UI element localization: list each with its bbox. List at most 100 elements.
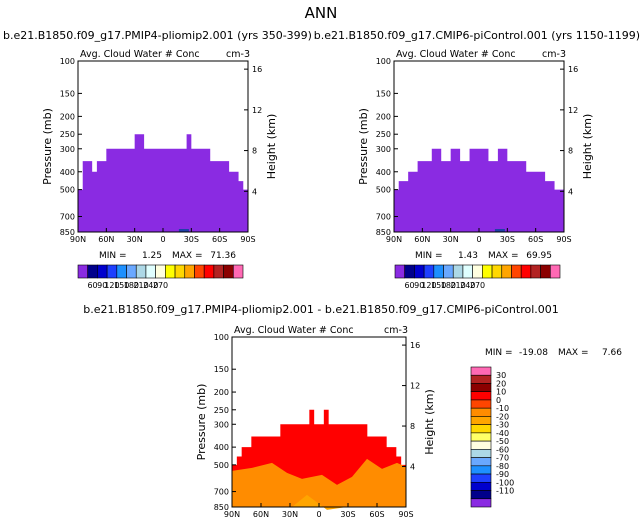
- right-ytick-label: 400: [376, 168, 391, 177]
- right-field: [394, 148, 564, 232]
- left-ytick-label: 400: [60, 168, 75, 177]
- diff-colorbar-label: -110: [496, 487, 514, 496]
- left-colorbar-box: [174, 264, 186, 279]
- right-colorbar-label: 150: [431, 281, 446, 290]
- right-plot-title: Avg. Cloud Water # Conc: [396, 49, 516, 60]
- left-colorbar-box: [77, 264, 89, 279]
- diff-colorbar-box: [470, 490, 492, 500]
- right-colorbar-box: [530, 264, 541, 279]
- diff-colorbar-box: [470, 424, 492, 434]
- right-min-value: 1.43: [458, 251, 478, 261]
- right-colorbar-label: 60: [404, 281, 414, 290]
- right-y2tick-label: 16: [568, 65, 578, 74]
- left-colorbar-label: 60: [87, 281, 97, 290]
- right-xtick-label: 60S: [528, 235, 543, 244]
- right-y2tick-label: 4: [568, 187, 573, 196]
- left-colorbar-label: 240: [143, 281, 158, 290]
- diff-y2tick-label: 8: [410, 422, 415, 431]
- left-xtick-label: 90S: [240, 235, 255, 244]
- diff-colorbar-box: [470, 407, 492, 417]
- diff-max-label: MAX =: [558, 348, 589, 358]
- right-colorbar-box: [501, 264, 512, 279]
- right-ytick-label: 250: [376, 130, 391, 139]
- right-ytick-label: 100: [376, 57, 391, 66]
- diff-colorbar-label: -40: [496, 429, 509, 438]
- diff-ytick-label: 150: [214, 365, 229, 374]
- diff-lower-region: [232, 458, 406, 507]
- diff-colorbar-label: 30: [496, 371, 506, 380]
- left-y2label: Height (km): [265, 114, 278, 180]
- diff-panel-title: b.e21.B1850.f09_g17.PMIP4-pliomip2.001 -…: [83, 303, 559, 316]
- right-xtick-label: 30N: [443, 235, 459, 244]
- right-y2tick-label: 8: [568, 147, 573, 156]
- diff-units: cm-3: [384, 325, 408, 336]
- diff-colorbar-label: 20: [496, 379, 506, 388]
- diff-colorbar-box: [470, 449, 492, 458]
- left-ylabel: Pressure (mb): [41, 108, 54, 185]
- left-colorbar-label: 120: [104, 281, 119, 290]
- left-xtick-label: 30S: [184, 235, 199, 244]
- diff-xtick-label: 90N: [224, 510, 240, 519]
- right-ylabel: Pressure (mb): [357, 108, 370, 185]
- left-y2tick-label: 16: [252, 65, 262, 74]
- right-panel: Avg. Cloud Water # Conc cm-3 100 150 200 250 3…: [357, 49, 594, 290]
- right-colorbar-box: [394, 264, 406, 279]
- diff-colorbar-label: -10: [496, 404, 509, 413]
- diff-y2label: Height (km): [423, 389, 436, 455]
- right-ytick-label: 300: [376, 145, 391, 154]
- left-min-value: 1.25: [142, 251, 162, 261]
- left-colorbar-box: [87, 264, 98, 279]
- left-ytick-label: 850: [60, 228, 75, 237]
- left-colorbar-label: 90: [97, 281, 107, 290]
- diff-colorbar-label: -30: [496, 421, 509, 430]
- diff-colorbar-box: [470, 473, 492, 483]
- diff-ytick-label: 700: [214, 488, 229, 497]
- left-colorbar-box: [126, 264, 137, 279]
- left-xtick-label: 90N: [70, 235, 86, 244]
- right-xtick-label: 60N: [414, 235, 430, 244]
- diff-xtick-label: 30S: [340, 510, 355, 519]
- right-colorbar-box: [491, 264, 503, 279]
- left-colorbar-box: [194, 264, 205, 279]
- diff-xtick-label: 30N: [282, 510, 298, 519]
- diff-colorbar-label: -50: [496, 437, 509, 446]
- right-ytick-label: 850: [376, 228, 391, 237]
- diff-colorbar-box: [470, 374, 492, 384]
- diff-ytick-label: 100: [214, 333, 229, 342]
- right-units: cm-3: [542, 49, 566, 60]
- left-ytick-label: 200: [60, 112, 75, 121]
- diff-plot-title: Avg. Cloud Water # Conc: [234, 325, 354, 336]
- left-units: cm-3: [226, 49, 250, 60]
- diff-xtick-label: 90S: [398, 510, 413, 519]
- right-colorbar-box: [433, 264, 444, 279]
- diff-colorbar-label: -60: [496, 445, 509, 454]
- left-colorbar-box: [116, 264, 127, 279]
- left-min-label: MIN =: [99, 251, 127, 261]
- left-ytick-label: 700: [60, 212, 75, 221]
- diff-min-value: -19.08: [519, 348, 548, 358]
- right-ytick-label: 700: [376, 212, 391, 221]
- right-colorbar-label: 240: [460, 281, 475, 290]
- right-panel-title: b.e21.B1850.f09_g17.CMIP6-piControl.001 …: [314, 29, 640, 42]
- left-colorbar-box: [165, 264, 176, 279]
- left-colorbar-box: [155, 264, 166, 279]
- diff-colorbar-box: [470, 481, 492, 491]
- diff-min-label: MIN =: [485, 348, 513, 358]
- right-colorbar-box: [549, 264, 561, 279]
- right-colorbar-box: [423, 264, 435, 279]
- diff-colorbar-label: -70: [496, 454, 509, 463]
- diff-colorbar-box: [470, 498, 492, 508]
- diff-ytick-label: 200: [214, 388, 229, 397]
- left-colorbar-box: [232, 264, 244, 279]
- left-colorbar-box: [203, 264, 215, 279]
- diff-ytick-label: 400: [214, 443, 229, 452]
- diff-colorbar-box: [470, 432, 492, 442]
- diff-colorbar-label: -100: [496, 478, 514, 487]
- left-colorbar-box: [97, 264, 108, 279]
- right-y2label: Height (km): [581, 114, 594, 180]
- right-colorbar-label: 180: [441, 281, 456, 290]
- diff-y2tick-label: 16: [410, 341, 420, 350]
- right-y2tick-label: 12: [568, 106, 578, 115]
- left-xtick-label: 60N: [98, 235, 114, 244]
